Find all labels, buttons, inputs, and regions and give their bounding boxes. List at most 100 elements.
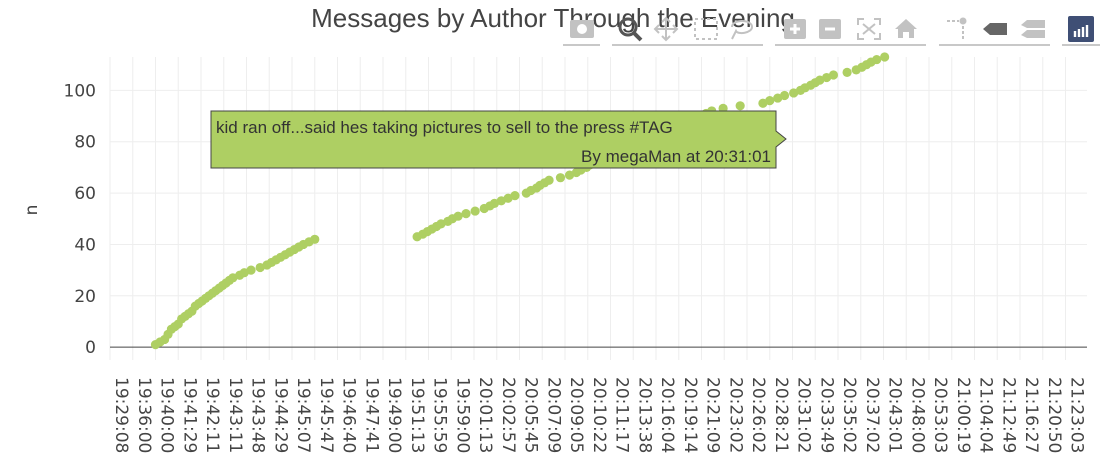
logo-bar-icon [1081, 27, 1085, 37]
scatter-series [150, 52, 890, 350]
x-tick-label: 19:41:29 [179, 377, 199, 453]
x-tick-label: 21:12:49 [998, 377, 1018, 453]
data-point [461, 209, 471, 219]
data-point [779, 90, 790, 101]
data-point [828, 70, 839, 80]
logo-bar-icon [1085, 25, 1089, 37]
x-tick-label: 19:47:41 [361, 377, 381, 453]
data-point [544, 175, 554, 185]
box-select-icon[interactable] [694, 18, 718, 40]
x-tick-label: 19:59:00 [452, 377, 472, 453]
x-tick-label: 21:00:19 [953, 377, 973, 453]
camera-lens-icon [577, 24, 587, 34]
x-tick-label: 20:09:05 [566, 377, 586, 453]
y-axis-title: n [22, 205, 42, 216]
lasso-icon [731, 20, 754, 40]
home-icon [895, 19, 917, 38]
x-tick-label: 20:02:57 [498, 377, 518, 453]
pan-icon[interactable] [653, 16, 679, 42]
x-tick-label: 20:23:02 [725, 377, 745, 453]
x-tick-label: 20:26:02 [748, 377, 768, 453]
x-tick-label: 20:13:38 [634, 377, 654, 453]
reset-axes-icon[interactable] [895, 19, 917, 38]
x-tick-label: 19:43:11 [225, 377, 245, 453]
logo-bar-icon [1077, 29, 1081, 37]
x-tick-label: 20:16:04 [657, 377, 677, 453]
tags-compare-icon [1021, 20, 1045, 38]
data-point [510, 191, 520, 201]
hover-compare-icon[interactable] [1021, 20, 1045, 38]
x-tick-label: 19:49:00 [384, 377, 404, 453]
data-point [765, 96, 775, 106]
tooltip-text-line2: By megaMan at 20:31:01 [581, 147, 771, 166]
y-tick-label: 20 [74, 287, 96, 307]
x-tick-label: 21:20:50 [1044, 377, 1064, 453]
x-tick-label: 19:36:00 [134, 377, 154, 453]
chart-title: Messages by Author Through the Evening [311, 3, 795, 33]
zoom-out-icon[interactable] [819, 19, 841, 39]
x-tick-label: 21:16:27 [1021, 377, 1041, 453]
magnifier-handle-icon [632, 31, 643, 42]
y-tick-label: 40 [74, 235, 96, 255]
plus-sign-icon [790, 24, 800, 34]
data-point [453, 211, 463, 221]
x-tick-label: 21:04:04 [976, 377, 996, 453]
y-tick-label: 100 [64, 81, 96, 101]
x-tick-label: 20:11:17 [612, 377, 632, 453]
tooltip-text-line1: kid ran off...said hes taking pictures t… [216, 118, 673, 137]
modebar [563, 16, 1100, 46]
x-tick-label: 20:37:02 [862, 377, 882, 453]
x-tick-label: 20:35:02 [839, 377, 859, 453]
spike-lines-dash-icon [947, 20, 964, 41]
spike-point-icon [959, 17, 967, 25]
lasso-select-icon[interactable] [731, 20, 754, 40]
x-tick-label: 20:21:09 [703, 377, 723, 453]
zoom-icon[interactable] [618, 17, 643, 42]
logo-bar-icon [1073, 31, 1077, 37]
x-tick-label: 19:55:59 [430, 377, 450, 453]
data-point [872, 54, 882, 65]
x-tick-label: 19:44:29 [270, 377, 290, 453]
y-tick-label: 0 [85, 338, 96, 358]
data-point [246, 265, 256, 275]
download-camera-icon[interactable] [570, 20, 594, 38]
dashed-box-icon [694, 18, 718, 40]
magnifier-icon [618, 17, 638, 37]
tag-closest-icon [983, 23, 1007, 35]
y-tick-label: 60 [74, 184, 96, 204]
data-point [470, 206, 480, 216]
x-tick-label: 20:53:03 [930, 377, 950, 453]
tooltip-box [210, 110, 787, 169]
zoom-in-icon[interactable] [784, 19, 806, 39]
x-tick-label: 19:42:11 [202, 377, 222, 453]
hover-tooltip: kid ran off...said hes taking pictures t… [210, 110, 787, 169]
x-tick-label: 20:31:02 [794, 377, 814, 453]
data-point [310, 234, 320, 244]
x-tick-label: 20:19:14 [680, 377, 700, 453]
expand-corners-icon [857, 18, 881, 40]
spike-lines-icon[interactable] [947, 17, 967, 42]
x-tick-label: 19:29:08 [111, 377, 131, 453]
x-tick-label: 20:28:21 [771, 377, 791, 453]
plotly-logo-icon[interactable] [1068, 16, 1094, 42]
autoscale-icon[interactable] [857, 18, 881, 40]
x-tick-label: 19:45:07 [293, 377, 313, 453]
x-tick-label: 19:51:13 [407, 377, 427, 453]
data-point [555, 173, 566, 183]
axes: 19:29:08 19:36:00 19:40:00 19:41:29 19:42:11… [64, 81, 1087, 453]
x-tick-label: 19:46:40 [339, 377, 359, 453]
cross-arrows-icon [653, 16, 679, 42]
x-tick-label: 19:45:47 [316, 377, 336, 453]
y-tick-label: 80 [74, 133, 96, 153]
data-point [842, 67, 852, 78]
grid [109, 57, 1087, 360]
x-tick-label: 20:33:49 [816, 377, 836, 453]
hover-closest-icon[interactable] [983, 23, 1007, 35]
x-tick-label: 19:40:00 [157, 377, 177, 453]
data-point [735, 101, 745, 111]
x-tick-label: 19:43:48 [248, 377, 268, 453]
logo-square-icon [1068, 16, 1094, 42]
x-tick-label: 20:10:22 [589, 377, 609, 453]
data-point [880, 52, 890, 62]
